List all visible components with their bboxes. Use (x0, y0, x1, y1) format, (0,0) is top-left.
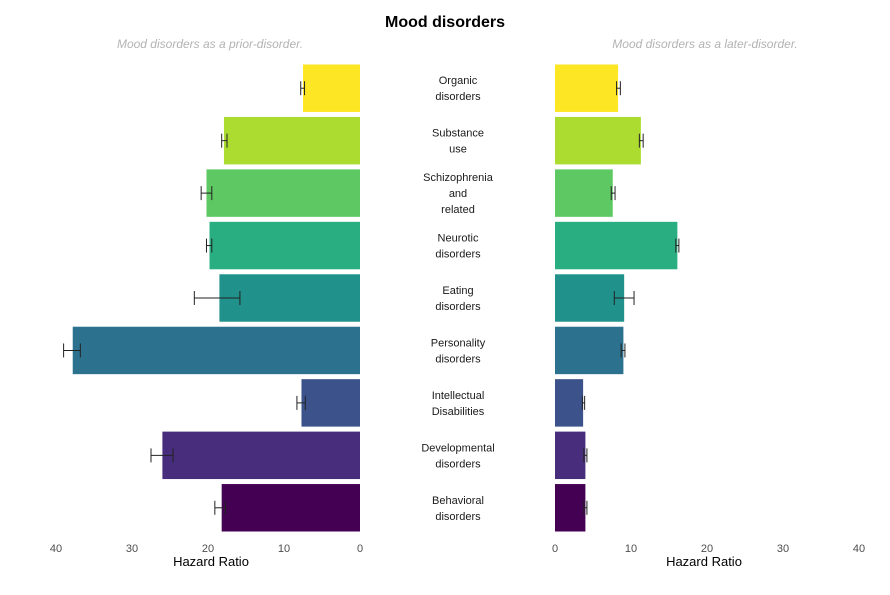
prior-error-bar-substance-use (221, 133, 228, 148)
prior-bar-intellectual-disabilities (301, 379, 360, 427)
prior-tick-label-20: 20 (202, 543, 214, 555)
later-tick-label-0: 0 (552, 543, 558, 555)
left-panel-subtitle: Mood disorders as a prior-disorder. (116, 37, 304, 51)
prior-error-bar-organic-disorders (300, 81, 306, 96)
later-bar-neurotic-disorders (555, 221, 678, 270)
prior-bar-substance-use (223, 116, 360, 165)
prior-tick-label-0: 0 (357, 543, 363, 555)
later-tick-label-10: 10 (625, 543, 637, 555)
prior-tick-label-10: 10 (278, 543, 290, 555)
later-tick-label-20: 20 (701, 543, 713, 555)
prior-bar-organic-disorders (303, 64, 360, 112)
later-error-bar-developmental-disorders (583, 448, 588, 463)
category-label-schizophrenia-and-related: Schizophrenia and related (423, 172, 494, 216)
prior-error-bar-neurotic-disorders (205, 238, 213, 253)
prior-bar-personality-disorders (72, 326, 360, 375)
category-label-neurotic-disorders: Neurotic disorders (435, 233, 481, 261)
later-tick-label-30: 30 (777, 543, 789, 555)
later-bar-intellectual-disabilities (555, 379, 584, 427)
later-error-bar-organic-disorders (616, 81, 621, 96)
later-bar-developmental-disorders (555, 431, 586, 480)
chart-title: Mood disorders (384, 14, 505, 31)
prior-error-bar-eating-disorders (193, 291, 241, 305)
prior-tick-label-30: 30 (126, 543, 138, 555)
prior-bar-eating-disorders (219, 274, 360, 322)
prior-bar-behavioral-disorders (221, 484, 360, 532)
later-bar-substance-use (555, 116, 641, 165)
later-error-bar-schizophrenia-and-related (610, 186, 616, 201)
later-error-bar-neurotic-disorders (675, 238, 680, 253)
prior-error-bar-developmental-disorders (150, 448, 174, 463)
later-error-bar-substance-use (638, 133, 644, 148)
right-panel-subtitle: Mood disorders as a later-disorder. (612, 37, 798, 51)
category-label-developmental-disorders: Developmental disorders (421, 442, 494, 470)
later-bar-organic-disorders (555, 64, 619, 112)
later-error-bar-intellectual-disabilities (581, 395, 586, 410)
category-label-organic-disorders: Organic disorders (435, 75, 481, 103)
category-label-eating-disorders: Eating disorders (435, 285, 481, 313)
later-error-bar-eating-disorders (613, 291, 635, 305)
prior-bar-neurotic-disorders (209, 221, 360, 270)
right-x-axis-title: Hazard Ratio (666, 554, 742, 569)
left-x-axis-title: Hazard Ratio (173, 554, 249, 569)
category-label-personality-disorders: Personality disorders (431, 337, 486, 365)
later-bar-personality-disorders (555, 326, 624, 375)
prior-error-bar-intellectual-disabilities (296, 395, 306, 410)
later-bar-behavioral-disorders (555, 484, 586, 532)
prior-error-bar-schizophrenia-and-related (200, 186, 213, 201)
later-tick-label-40: 40 (853, 543, 865, 555)
category-label-substance-use: Substance use (432, 128, 484, 156)
prior-error-bar-behavioral-disorders (214, 500, 226, 515)
later-error-bar-personality-disorders (620, 343, 626, 358)
prior-bar-schizophrenia-and-related (206, 169, 360, 217)
prior-error-bar-personality-disorders (63, 343, 81, 358)
later-bar-eating-disorders (555, 274, 625, 322)
prior-tick-label-40: 40 (50, 543, 62, 555)
later-bar-schizophrenia-and-related (555, 169, 613, 217)
later-error-bar-behavioral-disorders (583, 500, 588, 515)
category-label-behavioral-disorders: Behavioral disorders (432, 495, 484, 523)
prior-bar-developmental-disorders (162, 431, 360, 480)
category-label-intellectual-disabilities: Intellectual Disabilities (432, 390, 485, 418)
